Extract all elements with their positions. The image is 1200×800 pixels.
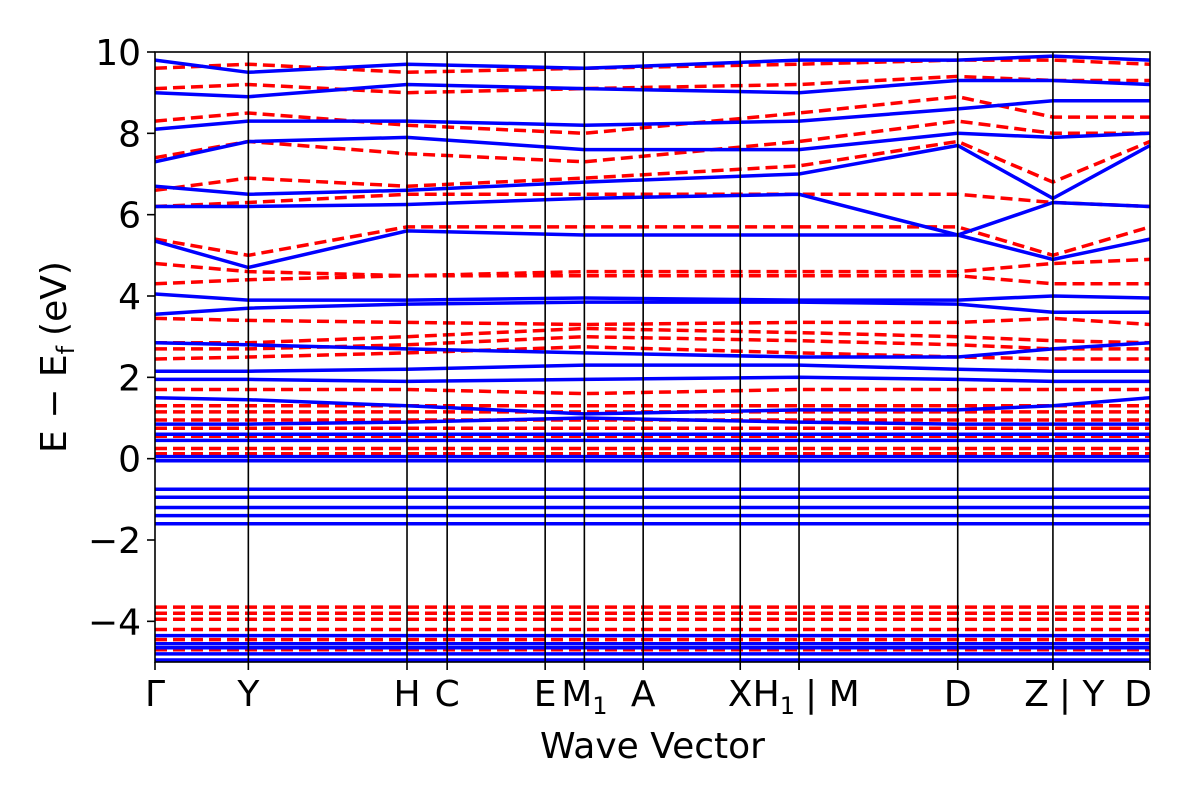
x-axis-ticks: Γ Y H C E M1 A X H1 | M D Z | Y D <box>145 662 1152 720</box>
spin-down-band-11 <box>154 316 1151 327</box>
x-tick-label-5: M1 <box>561 674 607 720</box>
spin-down-band-14 <box>154 225 1151 258</box>
spin-up-band-13 <box>154 143 1151 201</box>
spin-down-band-7 <box>155 387 1150 396</box>
spin-down-band-18 <box>154 94 1150 136</box>
y-axis-label-unit: (eV) <box>34 261 75 336</box>
spin-up-band-12 <box>155 192 1151 237</box>
y-tick-label-3: 2 <box>118 358 141 399</box>
spin-up-band-6 <box>155 375 1150 384</box>
y-axis-label-subscript: f <box>52 345 80 354</box>
y-axis-ticks: −4 −2 0 2 4 6 8 10 <box>88 33 155 643</box>
y-tick-label-2: 0 <box>118 440 141 481</box>
x-tick-label-11: Z <box>1024 674 1049 715</box>
y-tick-label-1: −2 <box>88 521 141 562</box>
plot-frame <box>154 51 1151 663</box>
x-tick-label-8: H1 <box>753 674 795 720</box>
spin-up-band-10 <box>154 292 1151 302</box>
y-tick-label-7: 10 <box>95 33 141 74</box>
x-tick-label-1: Y <box>236 674 260 715</box>
spin-up-band-7 <box>155 363 1150 373</box>
spin-up-band-15 <box>154 99 1150 132</box>
x-tick-label-6: A <box>631 674 656 715</box>
spin-up-band-9 <box>154 300 1150 317</box>
x-tick-label-3: C <box>435 674 460 715</box>
y-tick-label-0: −4 <box>88 602 141 643</box>
spin-up-band-11 <box>154 229 1151 270</box>
y-axis-label: E − Ef (eV) <box>34 261 80 453</box>
y-axis-label-main: E − E <box>34 354 75 453</box>
y-tick-label-4: 4 <box>118 277 141 318</box>
x-tick-label-12: | Y <box>1059 674 1106 715</box>
spin-up-band-14 <box>154 131 1151 164</box>
y-tick-label-6: 8 <box>118 114 141 155</box>
spin-down-band-13 <box>154 257 1151 278</box>
x-axis-label: Wave Vector <box>540 726 765 767</box>
x-tick-label-2: H <box>393 674 420 715</box>
x-tick-label-7: X <box>728 674 753 715</box>
band-lines <box>154 54 1151 662</box>
x-tick-label-10: D <box>944 674 972 715</box>
spin-up-band-8 <box>154 341 1151 359</box>
x-tick-label-0: Γ <box>145 674 165 715</box>
spin-down-band-8 <box>154 345 1150 361</box>
spin-up-band-17 <box>154 54 1151 75</box>
spin-down-band-17 <box>154 119 1150 164</box>
spin-up-band-16 <box>154 78 1151 99</box>
spin-down-band-16 <box>154 139 1151 193</box>
spin-up-band-4 <box>155 416 1150 426</box>
k-point-lines <box>247 52 1054 662</box>
y-tick-label-5: 6 <box>118 196 141 237</box>
spin-down-band-10 <box>155 326 1151 345</box>
x-tick-label-9: | M <box>805 674 860 715</box>
spin-down-band-20 <box>154 58 1151 75</box>
spin-down-band-9 <box>155 334 1150 351</box>
spin-down-band-12 <box>154 273 1150 286</box>
x-tick-label-13: D <box>1124 674 1152 715</box>
x-tick-label-4: E <box>534 674 557 715</box>
spin-up-band-5 <box>154 395 1151 416</box>
spin-down-band-15 <box>154 192 1151 209</box>
